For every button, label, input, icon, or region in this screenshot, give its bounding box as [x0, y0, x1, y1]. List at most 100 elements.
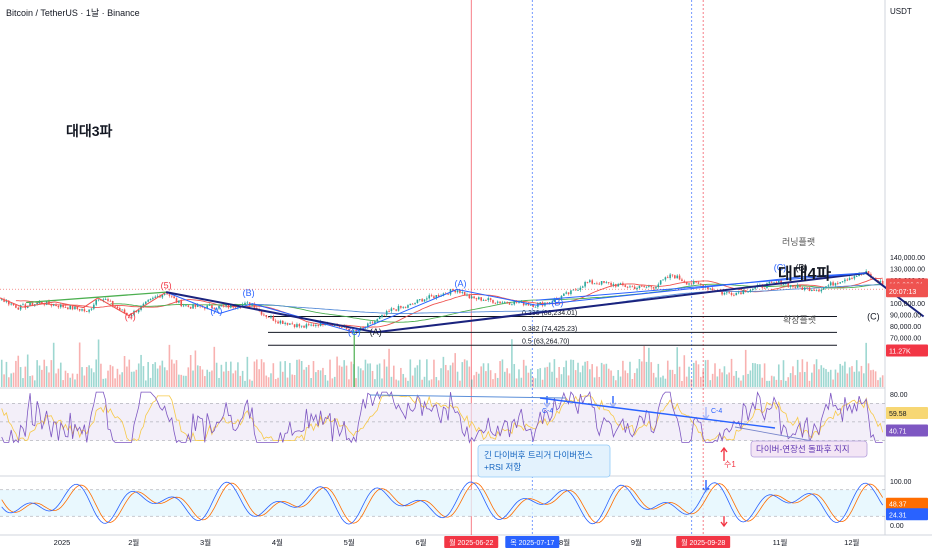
volume-bar	[612, 375, 615, 387]
candle	[166, 293, 168, 295]
candle	[416, 299, 419, 303]
candle	[763, 287, 766, 289]
currency-label[interactable]: USDT	[890, 7, 912, 16]
volume-bar	[844, 361, 846, 387]
candle	[154, 296, 157, 298]
stoch-k-line	[1, 481, 884, 525]
candle	[742, 290, 745, 294]
candle	[114, 305, 116, 307]
volume-bar	[390, 376, 393, 387]
volume-bar	[449, 365, 452, 387]
time-tick-label: 11월	[773, 537, 788, 547]
candle	[607, 282, 610, 284]
volume-bar	[369, 363, 371, 387]
volume-bar	[607, 368, 610, 387]
volume-bar	[152, 364, 154, 387]
arrow-up-icon-head	[720, 446, 728, 453]
candle	[511, 304, 513, 306]
volume-bar	[244, 380, 246, 387]
volume-bar	[211, 370, 213, 387]
volume-bar	[137, 363, 140, 387]
volume-bar	[166, 370, 168, 387]
volume-bar	[565, 360, 568, 387]
volume-bar	[877, 380, 879, 387]
candle	[395, 309, 397, 311]
candle	[41, 301, 43, 304]
candle	[137, 309, 140, 313]
volume-bar	[872, 369, 875, 387]
candle	[456, 290, 459, 293]
candle	[777, 280, 780, 283]
price-axis[interactable]: 140,000.00130,000.00120,000.00100,000.00…	[886, 255, 928, 530]
volume-bar	[52, 342, 55, 387]
volume-bar	[300, 360, 303, 387]
volume-bar	[26, 354, 29, 387]
volume-bar	[692, 362, 695, 387]
volume-bar	[742, 375, 745, 387]
volume-bar	[515, 378, 518, 387]
volume-bar	[855, 360, 858, 387]
candle	[695, 281, 697, 283]
volume-bar	[95, 359, 97, 387]
candle	[529, 304, 532, 306]
candle	[605, 282, 608, 284]
volume-bar	[411, 375, 414, 387]
volume-bar	[794, 375, 797, 387]
volume-bar	[529, 368, 532, 387]
volume-bar	[716, 376, 719, 387]
candle	[567, 292, 570, 295]
candle	[711, 288, 714, 291]
candle	[577, 289, 579, 291]
rsi-pane[interactable]	[0, 390, 885, 444]
volume-bar	[263, 362, 265, 387]
volume-bar	[83, 375, 86, 387]
volume-bar	[76, 373, 79, 387]
candle	[367, 323, 369, 328]
candle	[747, 291, 749, 293]
stoch-rsi-pane[interactable]	[0, 481, 885, 525]
volume-bar	[345, 365, 348, 387]
candle	[196, 304, 199, 307]
time-tick-label: 6월	[415, 537, 426, 547]
volume-bar	[513, 364, 516, 387]
candle	[409, 303, 412, 306]
candle	[650, 286, 653, 288]
candle	[815, 289, 818, 291]
candle	[468, 294, 471, 299]
candle	[22, 304, 24, 306]
volume-bar	[480, 366, 482, 387]
volume-bar	[225, 361, 227, 387]
volume-bar	[652, 372, 655, 387]
candle	[213, 308, 216, 310]
candle	[170, 295, 173, 297]
candle	[57, 305, 60, 308]
candle	[192, 304, 194, 309]
volume-bar	[270, 373, 272, 387]
candle	[161, 294, 164, 298]
candle	[631, 286, 634, 288]
volume-bar	[655, 377, 657, 387]
candle	[662, 279, 664, 281]
time-axis[interactable]: 20252월3월4월5월6월8월9월10월11월12월월 2025-06-22목…	[54, 536, 860, 548]
stoch-tick-label: 100.00	[890, 479, 912, 486]
volume-bar	[726, 374, 728, 387]
volume-bars	[0, 339, 884, 387]
candle	[376, 319, 379, 322]
volume-bar	[364, 359, 367, 387]
candle	[211, 305, 213, 309]
volume-bar	[392, 365, 395, 387]
candle	[452, 289, 454, 291]
volume-bar	[359, 368, 362, 387]
candle	[12, 303, 15, 306]
candle	[473, 296, 475, 299]
candle	[246, 302, 249, 304]
volume-bar	[227, 370, 230, 387]
candle	[855, 276, 858, 277]
volume-bar	[114, 378, 116, 387]
volume-bar	[147, 362, 149, 387]
volume-bar	[343, 360, 345, 387]
candle	[338, 325, 341, 328]
annotation-running-flat: 러닝플랫	[782, 237, 815, 247]
volume-bar	[140, 354, 142, 387]
